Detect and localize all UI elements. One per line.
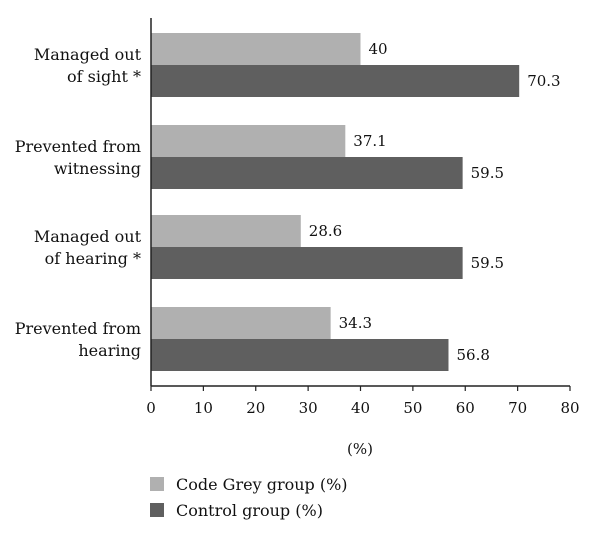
- x-tick-label: 50: [403, 399, 422, 417]
- bar-code-grey-3: [151, 307, 331, 339]
- data-label: 59.5: [471, 164, 504, 182]
- data-label: 37.1: [353, 132, 386, 150]
- legend-label: Code Grey group (%): [176, 475, 348, 494]
- x-tick-label: 60: [456, 399, 475, 417]
- data-label: 34.3: [339, 314, 372, 332]
- category-label: Managed out: [34, 45, 142, 64]
- bar-code-grey-0: [151, 33, 361, 65]
- category-label: of sight *: [67, 67, 141, 86]
- legend-swatch: [150, 477, 164, 491]
- bar-control-3: [151, 339, 449, 371]
- category-label: Prevented from: [15, 319, 141, 338]
- x-tick-label: 80: [560, 399, 579, 417]
- x-tick-label: 30: [299, 399, 318, 417]
- data-label: 56.8: [456, 346, 489, 364]
- category-label: Managed out: [34, 227, 142, 246]
- category-label: of hearing *: [45, 249, 141, 268]
- data-label: 40: [369, 40, 388, 58]
- bar-code-grey-2: [151, 215, 301, 247]
- legend-label: Control group (%): [176, 501, 323, 520]
- data-label: 70.3: [527, 72, 560, 90]
- x-tick-label: 0: [146, 399, 156, 417]
- x-tick-label: 70: [508, 399, 527, 417]
- bar-code-grey-1: [151, 125, 346, 157]
- bar-control-1: [151, 157, 463, 189]
- data-label: 59.5: [471, 254, 504, 272]
- bar-control-0: [151, 65, 520, 97]
- x-tick-label: 10: [194, 399, 213, 417]
- legend-swatch: [150, 503, 164, 517]
- x-axis-title: (%): [347, 440, 373, 458]
- x-tick-label: 20: [246, 399, 265, 417]
- x-tick-label: 40: [351, 399, 370, 417]
- category-label: witnessing: [54, 159, 141, 178]
- category-label: hearing: [78, 341, 141, 360]
- data-label: 28.6: [309, 222, 342, 240]
- bar-control-2: [151, 247, 463, 279]
- category-label: Prevented from: [15, 137, 141, 156]
